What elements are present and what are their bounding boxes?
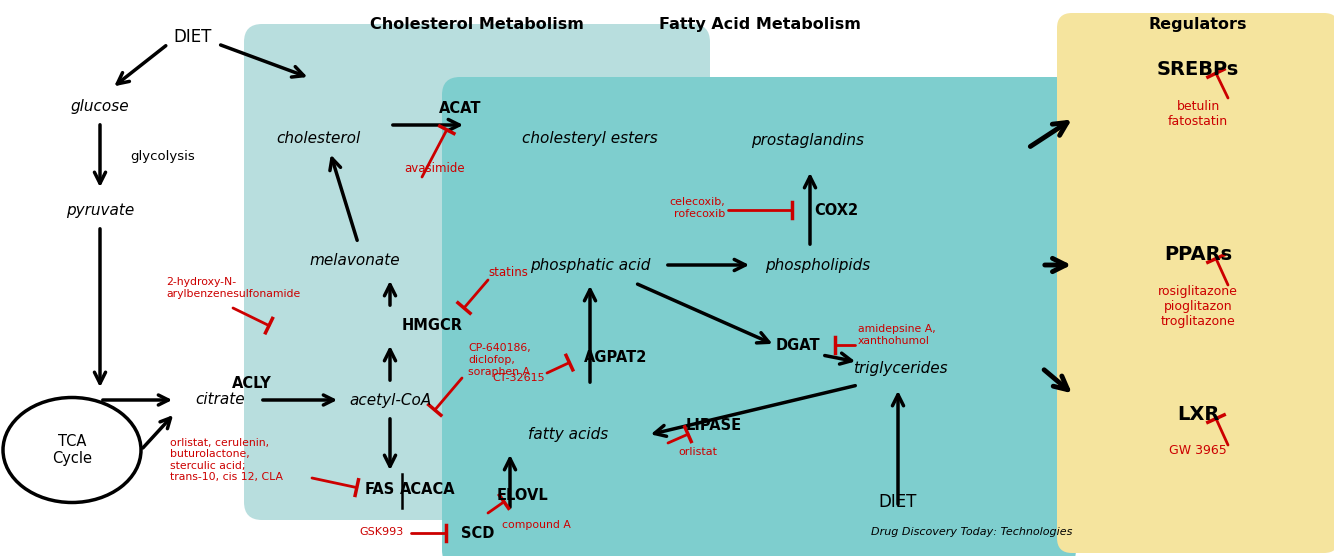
Text: Fatty Acid Metabolism: Fatty Acid Metabolism [659, 17, 860, 32]
Text: SCD: SCD [462, 525, 495, 540]
Text: triglycerides: triglycerides [852, 360, 947, 375]
Text: DIET: DIET [879, 493, 918, 511]
Text: LXR: LXR [1177, 405, 1219, 424]
Text: HMGCR: HMGCR [402, 317, 463, 332]
Text: GW 3965: GW 3965 [1169, 444, 1227, 457]
Text: prostaglandins: prostaglandins [751, 132, 864, 147]
Text: acetyl-CoA: acetyl-CoA [350, 393, 431, 408]
Text: statins: statins [488, 266, 528, 279]
Text: 2-hydroxy-N-
arylbenzenesulfonamide: 2-hydroxy-N- arylbenzenesulfonamide [165, 277, 300, 299]
Text: Drug Discovery Today: Technologies: Drug Discovery Today: Technologies [871, 527, 1073, 537]
Text: LIPASE: LIPASE [686, 418, 742, 433]
FancyBboxPatch shape [442, 77, 1077, 556]
Text: compound A: compound A [502, 520, 571, 530]
Text: CT-32615: CT-32615 [492, 373, 546, 383]
Text: Cholesterol Metabolism: Cholesterol Metabolism [370, 17, 584, 32]
FancyBboxPatch shape [244, 24, 710, 520]
Text: orlistat: orlistat [679, 447, 718, 457]
Text: cholesterol: cholesterol [276, 131, 360, 146]
Text: TCA
Cycle: TCA Cycle [52, 434, 92, 466]
Text: betulin
fatostatin: betulin fatostatin [1169, 100, 1229, 128]
Text: phosphatic acid: phosphatic acid [530, 257, 650, 272]
Text: ACLY: ACLY [232, 375, 272, 390]
Text: citrate: citrate [195, 393, 245, 408]
Text: CP-640186,
diclofop,
soraphen A: CP-640186, diclofop, soraphen A [468, 344, 531, 376]
Text: glucose: glucose [71, 98, 129, 113]
Text: amidepsine A,
xanthohumol: amidepsine A, xanthohumol [858, 324, 935, 346]
Text: FAS: FAS [366, 483, 395, 498]
Text: avasimide: avasimide [404, 161, 466, 175]
Text: DGAT: DGAT [775, 337, 820, 353]
Text: glycolysis: glycolysis [129, 150, 195, 162]
Text: PPARs: PPARs [1165, 245, 1233, 264]
Text: melavonate: melavonate [309, 252, 400, 267]
Text: SREBPs: SREBPs [1157, 60, 1239, 79]
Text: ACAT: ACAT [439, 101, 482, 116]
Text: ELOVL: ELOVL [496, 488, 548, 503]
Text: GSK993: GSK993 [360, 527, 404, 537]
Text: Regulators: Regulators [1149, 17, 1247, 32]
FancyBboxPatch shape [1057, 13, 1334, 553]
Text: phospholipids: phospholipids [766, 257, 871, 272]
Text: COX2: COX2 [814, 202, 858, 217]
Text: DIET: DIET [173, 28, 212, 46]
Text: fatty acids: fatty acids [528, 428, 608, 443]
Text: pyruvate: pyruvate [65, 202, 135, 217]
Text: ACACA: ACACA [400, 483, 456, 498]
Text: cholesteryl esters: cholesteryl esters [522, 131, 658, 146]
Text: rosiglitazone
pioglitazon
troglitazone: rosiglitazone pioglitazon troglitazone [1158, 285, 1238, 328]
Text: orlistat, cerulenin,
buturolactone,
sterculic acid;
trans-10, cis 12, CLA: orlistat, cerulenin, buturolactone, ster… [169, 438, 283, 483]
Text: celecoxib,
rofecoxib: celecoxib, rofecoxib [670, 197, 724, 219]
Text: AGPAT2: AGPAT2 [584, 350, 648, 365]
